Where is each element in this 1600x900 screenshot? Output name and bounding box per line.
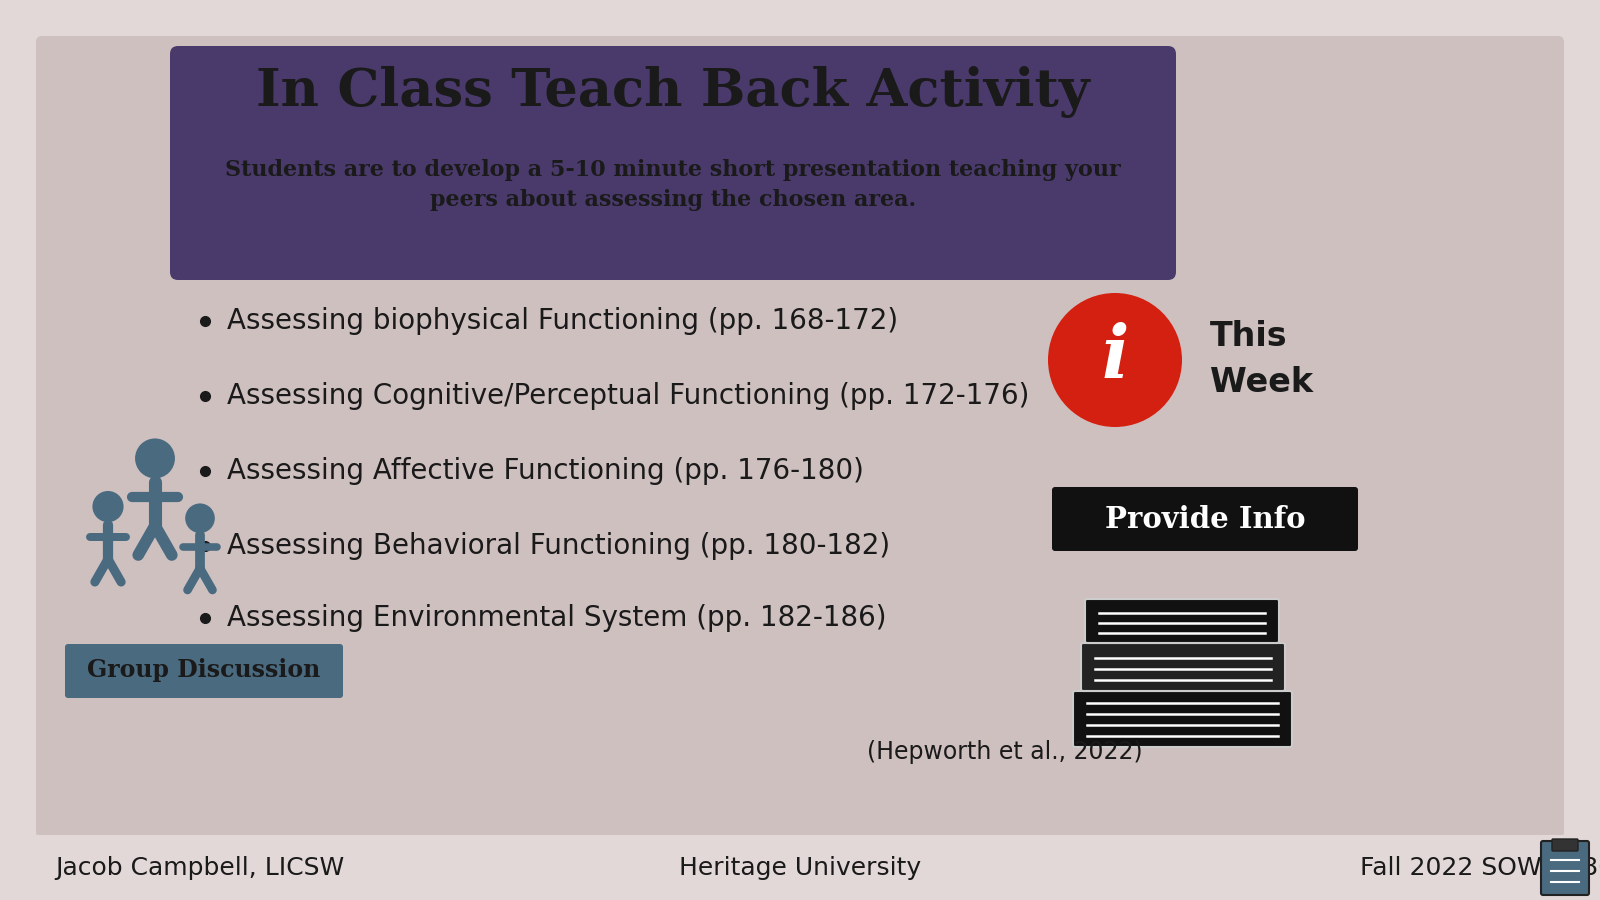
Text: Assessing biophysical Functioning (pp. 168-172): Assessing biophysical Functioning (pp. 1… (227, 307, 898, 335)
Bar (0, 835, 1600, 900)
FancyBboxPatch shape (170, 46, 1176, 280)
Text: i: i (1101, 322, 1128, 393)
FancyBboxPatch shape (1053, 487, 1358, 551)
FancyBboxPatch shape (1552, 839, 1578, 851)
FancyBboxPatch shape (1541, 841, 1589, 895)
FancyBboxPatch shape (66, 644, 342, 698)
Text: In Class Teach Back Activity: In Class Teach Back Activity (256, 66, 1090, 118)
Circle shape (1048, 293, 1182, 427)
Text: Students are to develop a 5-10 minute short presentation teaching your: Students are to develop a 5-10 minute sh… (226, 159, 1122, 181)
Circle shape (93, 491, 123, 522)
FancyBboxPatch shape (35, 36, 1565, 838)
FancyBboxPatch shape (1074, 691, 1293, 747)
Text: This
Week: This Week (1210, 320, 1314, 400)
Circle shape (134, 438, 174, 479)
FancyBboxPatch shape (1085, 599, 1278, 643)
Text: (Hepworth et al., 2022): (Hepworth et al., 2022) (867, 740, 1142, 764)
Text: Heritage University: Heritage University (678, 856, 922, 880)
Text: Group Discussion: Group Discussion (88, 658, 320, 682)
Circle shape (186, 503, 214, 533)
Text: peers about assessing the chosen area.: peers about assessing the chosen area. (430, 189, 917, 211)
FancyBboxPatch shape (1082, 643, 1285, 691)
Text: Assessing Environmental System (pp. 182-186): Assessing Environmental System (pp. 182-… (227, 604, 886, 632)
Text: Jacob Campbell, LICSW: Jacob Campbell, LICSW (54, 856, 344, 880)
Text: Assessing Cognitive/Perceptual Functioning (pp. 172-176): Assessing Cognitive/Perceptual Functioni… (227, 382, 1029, 410)
Text: Provide Info: Provide Info (1104, 505, 1306, 534)
Text: Assessing Affective Functioning (pp. 176-180): Assessing Affective Functioning (pp. 176… (227, 457, 864, 485)
Text: Fall 2022 SOWK 486: Fall 2022 SOWK 486 (1360, 856, 1600, 880)
Text: Assessing Behavioral Functioning (pp. 180-182): Assessing Behavioral Functioning (pp. 18… (227, 532, 890, 560)
